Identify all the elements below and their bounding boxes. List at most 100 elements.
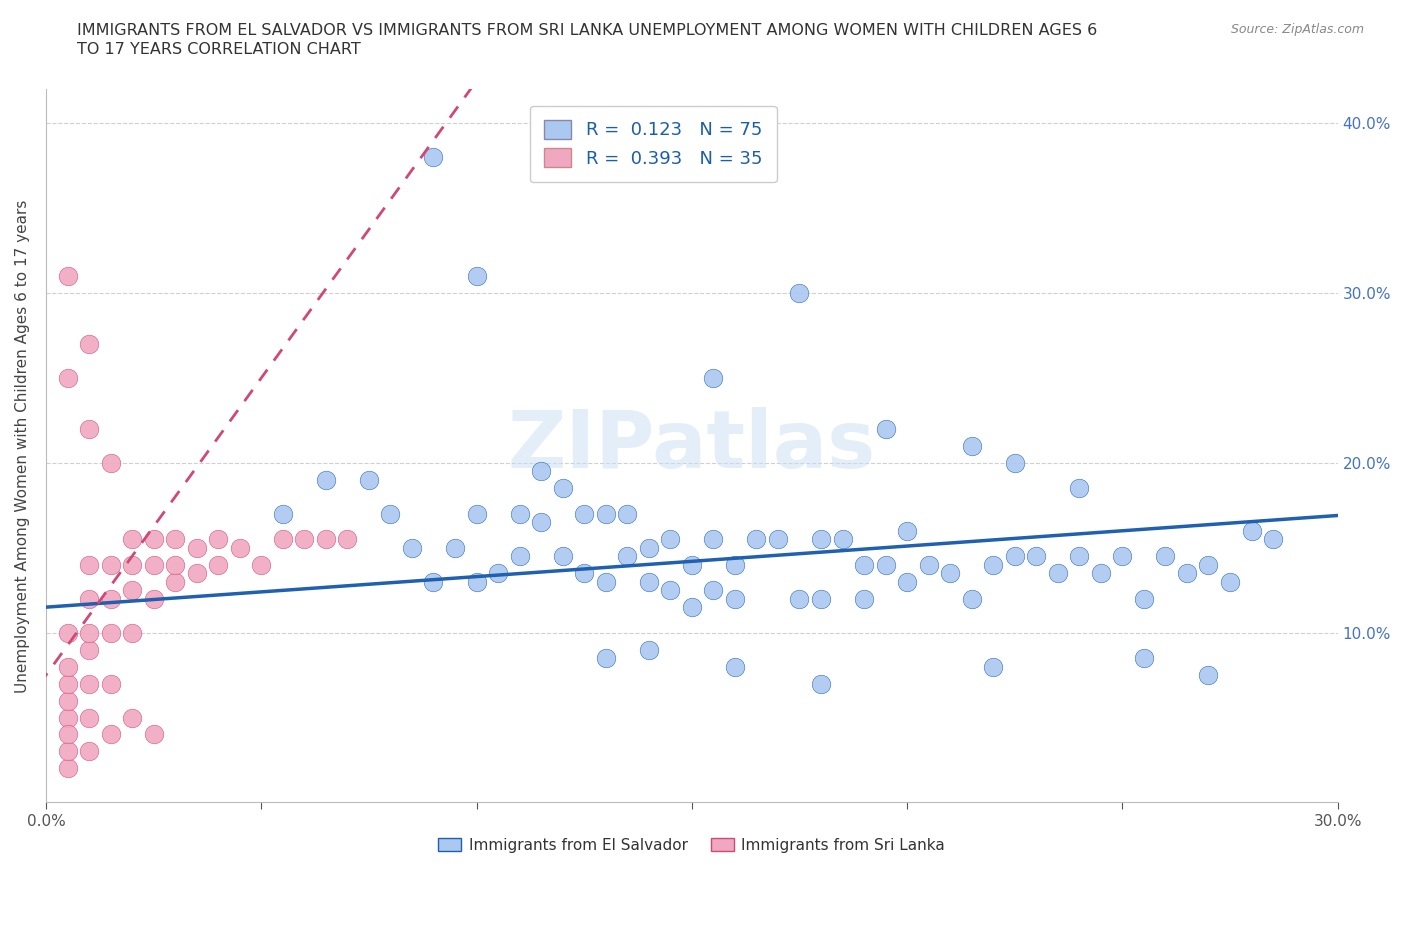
Point <box>1025 549 1047 564</box>
Point <box>659 583 682 598</box>
Point <box>853 557 876 572</box>
Point <box>530 515 553 530</box>
Point <box>121 583 143 598</box>
Point <box>1133 651 1156 666</box>
Point <box>444 540 467 555</box>
Point <box>789 286 811 300</box>
Legend: Immigrants from El Salvador, Immigrants from Sri Lanka: Immigrants from El Salvador, Immigrants … <box>432 831 952 859</box>
Point <box>595 574 617 589</box>
Point <box>121 625 143 640</box>
Point <box>315 532 337 547</box>
Point <box>56 744 79 759</box>
Point <box>875 421 897 436</box>
Point <box>551 481 574 496</box>
Point <box>336 532 359 547</box>
Point <box>186 565 208 580</box>
Point <box>142 532 165 547</box>
Point <box>100 727 122 742</box>
Point <box>422 150 444 165</box>
Point <box>509 506 531 521</box>
Point <box>917 557 939 572</box>
Point <box>681 557 703 572</box>
Text: Source: ZipAtlas.com: Source: ZipAtlas.com <box>1230 23 1364 36</box>
Point <box>380 506 402 521</box>
Point <box>292 532 315 547</box>
Point <box>702 583 724 598</box>
Point <box>896 574 918 589</box>
Point <box>1004 549 1026 564</box>
Point <box>77 591 100 606</box>
Point <box>56 711 79 725</box>
Point <box>77 421 100 436</box>
Point <box>616 549 638 564</box>
Point <box>789 591 811 606</box>
Point <box>960 438 983 453</box>
Point <box>121 532 143 547</box>
Point <box>595 506 617 521</box>
Point <box>56 676 79 691</box>
Point <box>401 540 423 555</box>
Point <box>1069 549 1091 564</box>
Point <box>1240 524 1263 538</box>
Point <box>77 744 100 759</box>
Point <box>56 761 79 776</box>
Text: TO 17 YEARS CORRELATION CHART: TO 17 YEARS CORRELATION CHART <box>77 42 361 57</box>
Point <box>810 591 832 606</box>
Point <box>77 676 100 691</box>
Point <box>1198 668 1220 683</box>
Point <box>100 625 122 640</box>
Point <box>810 676 832 691</box>
Point <box>875 557 897 572</box>
Point <box>186 540 208 555</box>
Point <box>271 532 294 547</box>
Point <box>896 524 918 538</box>
Point <box>831 532 853 547</box>
Point <box>724 659 747 674</box>
Point <box>637 574 659 589</box>
Point <box>1175 565 1198 580</box>
Point <box>702 532 724 547</box>
Point <box>77 557 100 572</box>
Point <box>1219 574 1241 589</box>
Point <box>77 625 100 640</box>
Y-axis label: Unemployment Among Women with Children Ages 6 to 17 years: Unemployment Among Women with Children A… <box>15 199 30 693</box>
Point <box>637 643 659 658</box>
Point <box>165 557 187 572</box>
Point <box>939 565 962 580</box>
Point <box>509 549 531 564</box>
Point <box>1198 557 1220 572</box>
Point <box>1133 591 1156 606</box>
Point <box>77 643 100 658</box>
Point <box>207 532 229 547</box>
Point <box>724 557 747 572</box>
Point <box>637 540 659 555</box>
Point <box>121 557 143 572</box>
Point <box>250 557 273 572</box>
Point <box>766 532 789 547</box>
Point <box>357 472 380 487</box>
Point <box>853 591 876 606</box>
Point <box>142 591 165 606</box>
Point <box>77 337 100 352</box>
Text: IMMIGRANTS FROM EL SALVADOR VS IMMIGRANTS FROM SRI LANKA UNEMPLOYMENT AMONG WOME: IMMIGRANTS FROM EL SALVADOR VS IMMIGRANT… <box>77 23 1098 38</box>
Point <box>572 506 595 521</box>
Point <box>681 600 703 615</box>
Point <box>77 711 100 725</box>
Point <box>100 557 122 572</box>
Point <box>56 693 79 708</box>
Point <box>724 591 747 606</box>
Point <box>56 625 79 640</box>
Point <box>960 591 983 606</box>
Point <box>745 532 768 547</box>
Point <box>100 591 122 606</box>
Point <box>100 676 122 691</box>
Point <box>56 370 79 385</box>
Point <box>1090 565 1112 580</box>
Point <box>486 565 509 580</box>
Point <box>315 472 337 487</box>
Point <box>1154 549 1177 564</box>
Point <box>981 557 1004 572</box>
Point <box>465 506 488 521</box>
Point <box>165 574 187 589</box>
Point <box>142 727 165 742</box>
